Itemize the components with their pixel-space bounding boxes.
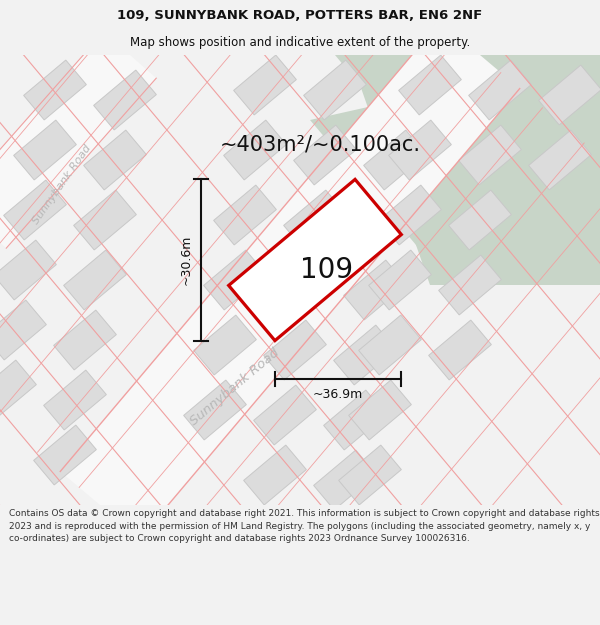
Polygon shape	[334, 325, 397, 385]
Polygon shape	[310, 55, 600, 285]
Text: ~403m²/~0.100ac.: ~403m²/~0.100ac.	[220, 135, 421, 155]
Polygon shape	[203, 250, 266, 310]
Polygon shape	[398, 55, 461, 115]
Polygon shape	[338, 445, 401, 505]
Polygon shape	[60, 21, 520, 539]
Polygon shape	[83, 130, 146, 190]
Polygon shape	[529, 130, 592, 190]
Polygon shape	[194, 315, 256, 375]
Text: Sunnybank Road: Sunnybank Road	[31, 144, 93, 226]
Text: 109, SUNNYBANK ROAD, POTTERS BAR, EN6 2NF: 109, SUNNYBANK ROAD, POTTERS BAR, EN6 2N…	[118, 9, 482, 22]
Polygon shape	[0, 240, 56, 300]
Polygon shape	[53, 310, 116, 370]
Polygon shape	[379, 185, 442, 245]
Polygon shape	[368, 250, 431, 310]
Polygon shape	[74, 190, 136, 250]
Text: ~36.9m: ~36.9m	[313, 388, 363, 401]
Polygon shape	[323, 390, 386, 450]
Polygon shape	[184, 380, 247, 440]
Polygon shape	[389, 120, 451, 180]
Text: Sunnybank Road: Sunnybank Road	[188, 346, 282, 428]
Polygon shape	[0, 32, 156, 248]
Text: Contains OS data © Crown copyright and database right 2021. This information is : Contains OS data © Crown copyright and d…	[9, 509, 599, 543]
Polygon shape	[428, 320, 491, 380]
Polygon shape	[214, 185, 277, 245]
Polygon shape	[314, 450, 376, 510]
Polygon shape	[469, 60, 532, 120]
Polygon shape	[229, 179, 401, 341]
Polygon shape	[344, 260, 406, 320]
Polygon shape	[34, 425, 97, 485]
Polygon shape	[94, 70, 157, 130]
Polygon shape	[0, 300, 46, 360]
Polygon shape	[224, 120, 286, 180]
Polygon shape	[439, 255, 502, 315]
Polygon shape	[244, 445, 307, 505]
Polygon shape	[274, 255, 337, 315]
Polygon shape	[64, 250, 127, 310]
Polygon shape	[304, 60, 367, 120]
Polygon shape	[254, 385, 316, 445]
Text: Map shows position and indicative extent of the property.: Map shows position and indicative extent…	[130, 36, 470, 49]
Polygon shape	[458, 125, 521, 185]
Polygon shape	[263, 320, 326, 380]
Text: 109: 109	[301, 256, 353, 284]
Text: ~30.6m: ~30.6m	[179, 235, 192, 285]
Polygon shape	[364, 130, 427, 190]
Polygon shape	[284, 190, 346, 250]
Polygon shape	[44, 370, 106, 430]
Polygon shape	[4, 180, 67, 240]
Polygon shape	[359, 315, 421, 375]
Polygon shape	[335, 55, 600, 285]
Polygon shape	[14, 120, 76, 180]
Polygon shape	[293, 125, 356, 185]
Polygon shape	[23, 60, 86, 120]
Polygon shape	[449, 190, 511, 250]
Polygon shape	[0, 360, 37, 420]
Polygon shape	[349, 380, 412, 440]
Polygon shape	[539, 65, 600, 125]
Polygon shape	[233, 55, 296, 115]
